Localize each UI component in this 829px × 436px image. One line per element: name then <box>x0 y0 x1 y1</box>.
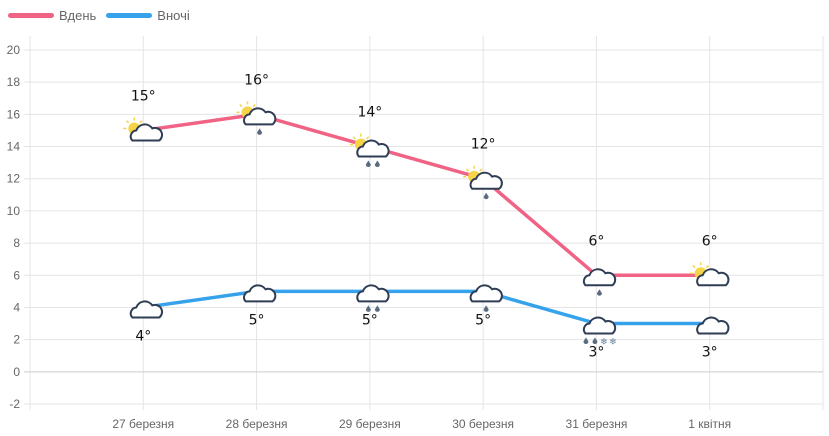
weather-icon <box>466 277 503 312</box>
cloud-icon <box>356 284 390 303</box>
x-tick-label: 29 березня <box>339 417 401 431</box>
legend-swatch <box>8 13 54 18</box>
y-tick-label: 18 <box>7 75 21 89</box>
cloud-icon <box>582 268 617 287</box>
raindrop-icon <box>592 337 598 345</box>
data-label: 12° <box>471 137 496 153</box>
snowflake-icon: ❄ <box>609 337 617 347</box>
data-label: 5° <box>475 312 491 328</box>
data-label: 15° <box>131 88 156 104</box>
raindrop-icon <box>596 289 602 296</box>
cloud-icon <box>243 107 277 126</box>
legend-item-day[interactable]: Вдень <box>8 8 96 23</box>
data-label: 6° <box>588 233 604 249</box>
weather-icon <box>126 293 164 319</box>
weather-icon <box>123 117 164 142</box>
data-label: 5° <box>362 312 378 328</box>
sun-ray <box>365 136 370 140</box>
sun-ray <box>465 168 470 172</box>
x-tick-label: 28 березня <box>226 417 288 431</box>
sun-ray <box>692 264 696 269</box>
legend-label: Вдень <box>59 8 97 23</box>
legend: Вдень Вночі <box>8 8 200 23</box>
y-tick-label: -2 <box>9 397 20 411</box>
legend-item-night[interactable]: Вночі <box>106 8 190 23</box>
data-label: 6° <box>702 233 718 249</box>
data-label: 3° <box>588 345 604 361</box>
data-label: 4° <box>135 328 151 344</box>
y-tick-label: 6 <box>13 268 20 282</box>
cloud-icon <box>582 316 617 335</box>
series-line-night <box>143 289 710 326</box>
x-tick-label: 1 квітня <box>688 417 731 431</box>
cloud-icon <box>129 123 164 142</box>
data-label: 3° <box>702 345 718 361</box>
snowflake-icon: ❄ <box>600 337 608 347</box>
weather-icon <box>239 277 277 303</box>
y-tick-label: 0 <box>13 365 20 379</box>
raindrop-icon <box>365 160 371 168</box>
y-tick-label: 2 <box>13 333 20 347</box>
raindrop-icon <box>483 305 489 312</box>
sun-ray <box>125 120 130 124</box>
raindrop-icon <box>257 128 263 135</box>
raindrop-icon <box>374 160 380 168</box>
sun-ray <box>139 120 143 124</box>
y-tick-label: 16 <box>7 107 21 121</box>
sun-ray <box>239 104 243 108</box>
raindrop-icon <box>365 305 371 312</box>
y-tick-label: 20 <box>7 43 21 57</box>
raindrop-icon <box>483 192 489 200</box>
data-label: 16° <box>244 72 269 88</box>
weather-icon: ❄ ❄ <box>582 316 617 347</box>
y-tick-label: 4 <box>13 300 20 314</box>
x-tick-label: 31 березня <box>566 417 628 431</box>
sun-ray <box>479 168 483 172</box>
weather-icon <box>692 309 730 335</box>
legend-swatch <box>106 13 153 18</box>
data-label: 5° <box>249 312 265 328</box>
y-tick-label: 8 <box>13 236 20 250</box>
sun-ray <box>705 264 710 269</box>
sun-ray <box>252 104 256 108</box>
weather-icon <box>463 165 503 200</box>
weather-icon <box>582 268 617 296</box>
weather-icon <box>349 133 390 168</box>
weather-icon <box>236 101 277 135</box>
raindrop-icon <box>374 305 380 312</box>
x-tick-label: 27 березня <box>112 417 174 431</box>
data-label: 14° <box>357 105 382 121</box>
cloud-icon <box>129 300 164 319</box>
y-tick-label: 14 <box>7 140 21 154</box>
legend-label: Вночі <box>157 8 190 23</box>
weather-icon <box>689 262 730 287</box>
series-line-day <box>143 112 710 278</box>
cloud-icon <box>356 139 390 158</box>
raindrop-icon <box>583 337 589 345</box>
x-tick-label: 30 березня <box>452 417 514 431</box>
cloud-icon <box>696 316 730 335</box>
cloud-icon <box>469 284 503 303</box>
cloud-icon <box>469 171 503 190</box>
y-tick-label: 12 <box>7 172 21 186</box>
weather-icon <box>352 277 390 312</box>
y-tick-label: 10 <box>7 204 21 218</box>
sun-ray <box>352 136 356 140</box>
cloud-icon <box>243 284 277 303</box>
cloud-icon <box>696 268 730 287</box>
